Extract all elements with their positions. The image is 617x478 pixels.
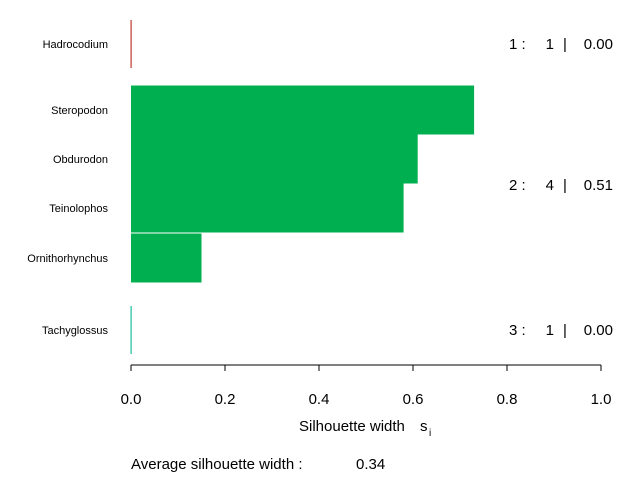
row-label-hadrocodium: Hadrocodium xyxy=(43,39,108,51)
cluster-id: 1 : xyxy=(509,36,526,53)
cluster-summaries: 1 : 1 | 0.00 2 : 4 | 0.51 3 : 1 | 0.00 xyxy=(509,36,613,339)
x-axis-label-symbol: s xyxy=(420,418,428,435)
x-tick-label: 0.2 xyxy=(215,391,236,408)
bar-hadrocodium xyxy=(130,20,132,68)
x-axis-label: Silhouette width xyxy=(299,418,405,435)
cluster-summary-2: 2 : 4 | 0.51 xyxy=(509,177,613,194)
x-axis: 0.0 0.2 0.4 0.6 0.8 1.0 xyxy=(121,364,612,408)
x-tick-label: 0.8 xyxy=(497,391,518,408)
cluster-summary-3: 3 : 1 | 0.00 xyxy=(509,322,613,339)
bar-ornithorhynchus xyxy=(131,233,202,283)
row-label-ornithorhynchus: Ornithorhynchus xyxy=(27,253,108,265)
cluster-avg: 0.00 xyxy=(584,36,613,53)
x-tick-label: 0.6 xyxy=(403,391,424,408)
bar-teinolophos xyxy=(131,183,404,233)
x-axis-title: Silhouette width s i xyxy=(299,418,431,439)
average-silhouette: Average silhouette width : 0.34 xyxy=(131,456,385,473)
x-tick-label: 1.0 xyxy=(591,391,612,408)
bars-layer xyxy=(130,20,475,354)
cluster-summary-1: 1 : 1 | 0.00 xyxy=(509,36,613,53)
cluster-size: 1 xyxy=(546,36,554,53)
average-silhouette-value: 0.34 xyxy=(356,456,385,473)
row-label-obdurodon: Obdurodon xyxy=(53,154,108,166)
average-silhouette-label: Average silhouette width : xyxy=(131,456,303,473)
row-label-tachyglossus: Tachyglossus xyxy=(42,325,109,337)
cluster-separator: | xyxy=(563,177,567,194)
cluster-size: 4 xyxy=(546,177,554,194)
row-label-steropodon: Steropodon xyxy=(51,105,108,117)
bar-steropodon xyxy=(131,85,475,135)
x-tick-label: 0.4 xyxy=(309,391,330,408)
cluster-id: 3 : xyxy=(509,322,526,339)
row-label-teinolophos: Teinolophos xyxy=(49,203,108,215)
cluster-separator: | xyxy=(563,322,567,339)
x-axis-label-subscript: i xyxy=(429,428,431,439)
bar-obdurodon xyxy=(131,134,418,184)
cluster-avg: 0.00 xyxy=(584,322,613,339)
cluster-id: 2 : xyxy=(509,177,526,194)
cluster-size: 1 xyxy=(546,322,554,339)
row-labels: Hadrocodium Steropodon Obdurodon Teinolopho… xyxy=(27,39,108,337)
bar-tachyglossus xyxy=(130,306,132,354)
cluster-separator: | xyxy=(563,36,567,53)
x-tick-label: 0.0 xyxy=(121,391,142,408)
cluster-avg: 0.51 xyxy=(584,177,613,194)
